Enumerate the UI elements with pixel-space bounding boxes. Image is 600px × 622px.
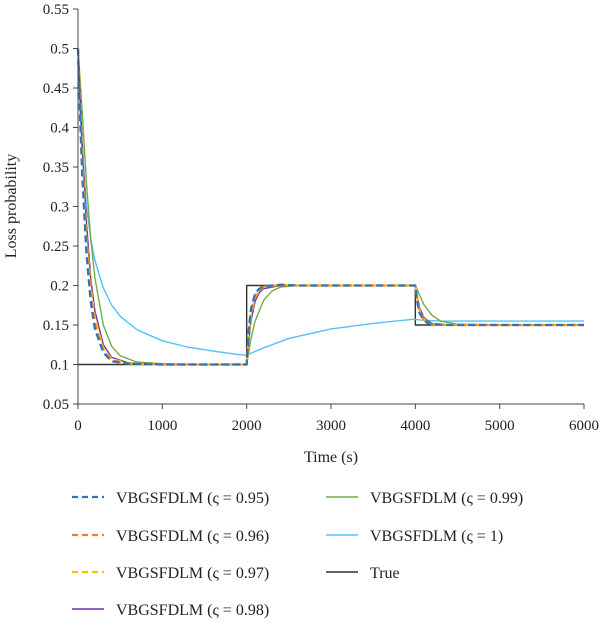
legend-label-1: VBGSFDLM (ς = 0.96) <box>116 528 269 545</box>
y-tick-label: 0.5 <box>50 42 69 58</box>
y-tick-label: 0.3 <box>50 200 69 216</box>
x-tick-label: 5000 <box>485 418 515 434</box>
x-tick-label: 3000 <box>316 418 346 434</box>
series-line-4 <box>77 48 584 366</box>
y-tick-label: 0.15 <box>43 318 69 334</box>
y-tick-label: 0.05 <box>43 397 69 413</box>
y-tick-label: 0.55 <box>43 2 69 18</box>
y-tick-label: 0.35 <box>43 160 69 176</box>
x-tick-label: 1000 <box>147 418 177 434</box>
x-tick-label: 6000 <box>569 418 599 434</box>
legend-label-6: True <box>370 565 400 582</box>
series-line-3 <box>77 48 584 366</box>
series-line-1 <box>76 48 584 366</box>
y-tick-label: 0.45 <box>43 81 69 97</box>
x-tick-label: 4000 <box>400 418 430 434</box>
legend-label-5: VBGSFDLM (ς = 1) <box>370 528 503 545</box>
series-line-5 <box>77 48 584 356</box>
x-axis-title: Time (s) <box>304 449 358 466</box>
series-line-0 <box>76 48 584 366</box>
x-tick-label: 2000 <box>232 418 262 434</box>
legend-label-2: VBGSFDLM (ς = 0.97) <box>116 565 269 582</box>
legend-label-3: VBGSFDLM (ς = 0.98) <box>116 602 269 619</box>
series-line-2 <box>76 48 584 366</box>
legend-label-0: VBGSFDLM (ς = 0.95) <box>116 490 269 507</box>
legend: VBGSFDLM (ς = 0.95) VBGSFDLM (ς = 0.96) VB… <box>72 490 523 619</box>
y-tick-label: 0.2 <box>50 279 69 295</box>
y-tick-label: 0.4 <box>50 121 69 137</box>
axes-layer <box>77 9 584 405</box>
series-layer <box>76 48 584 366</box>
ticks-layer: 0 1000 2000 3000 4000 5000 6000 0.05 0.1 0.15 0.2 0… <box>43 2 599 434</box>
x-tick-label: 0 <box>74 418 82 434</box>
y-axis-title: Loss probability <box>3 154 20 258</box>
y-tick-label: 0.1 <box>50 358 69 374</box>
legend-label-4: VBGSFDLM (ς = 0.99) <box>370 490 523 507</box>
y-tick-label: 0.25 <box>43 239 69 255</box>
